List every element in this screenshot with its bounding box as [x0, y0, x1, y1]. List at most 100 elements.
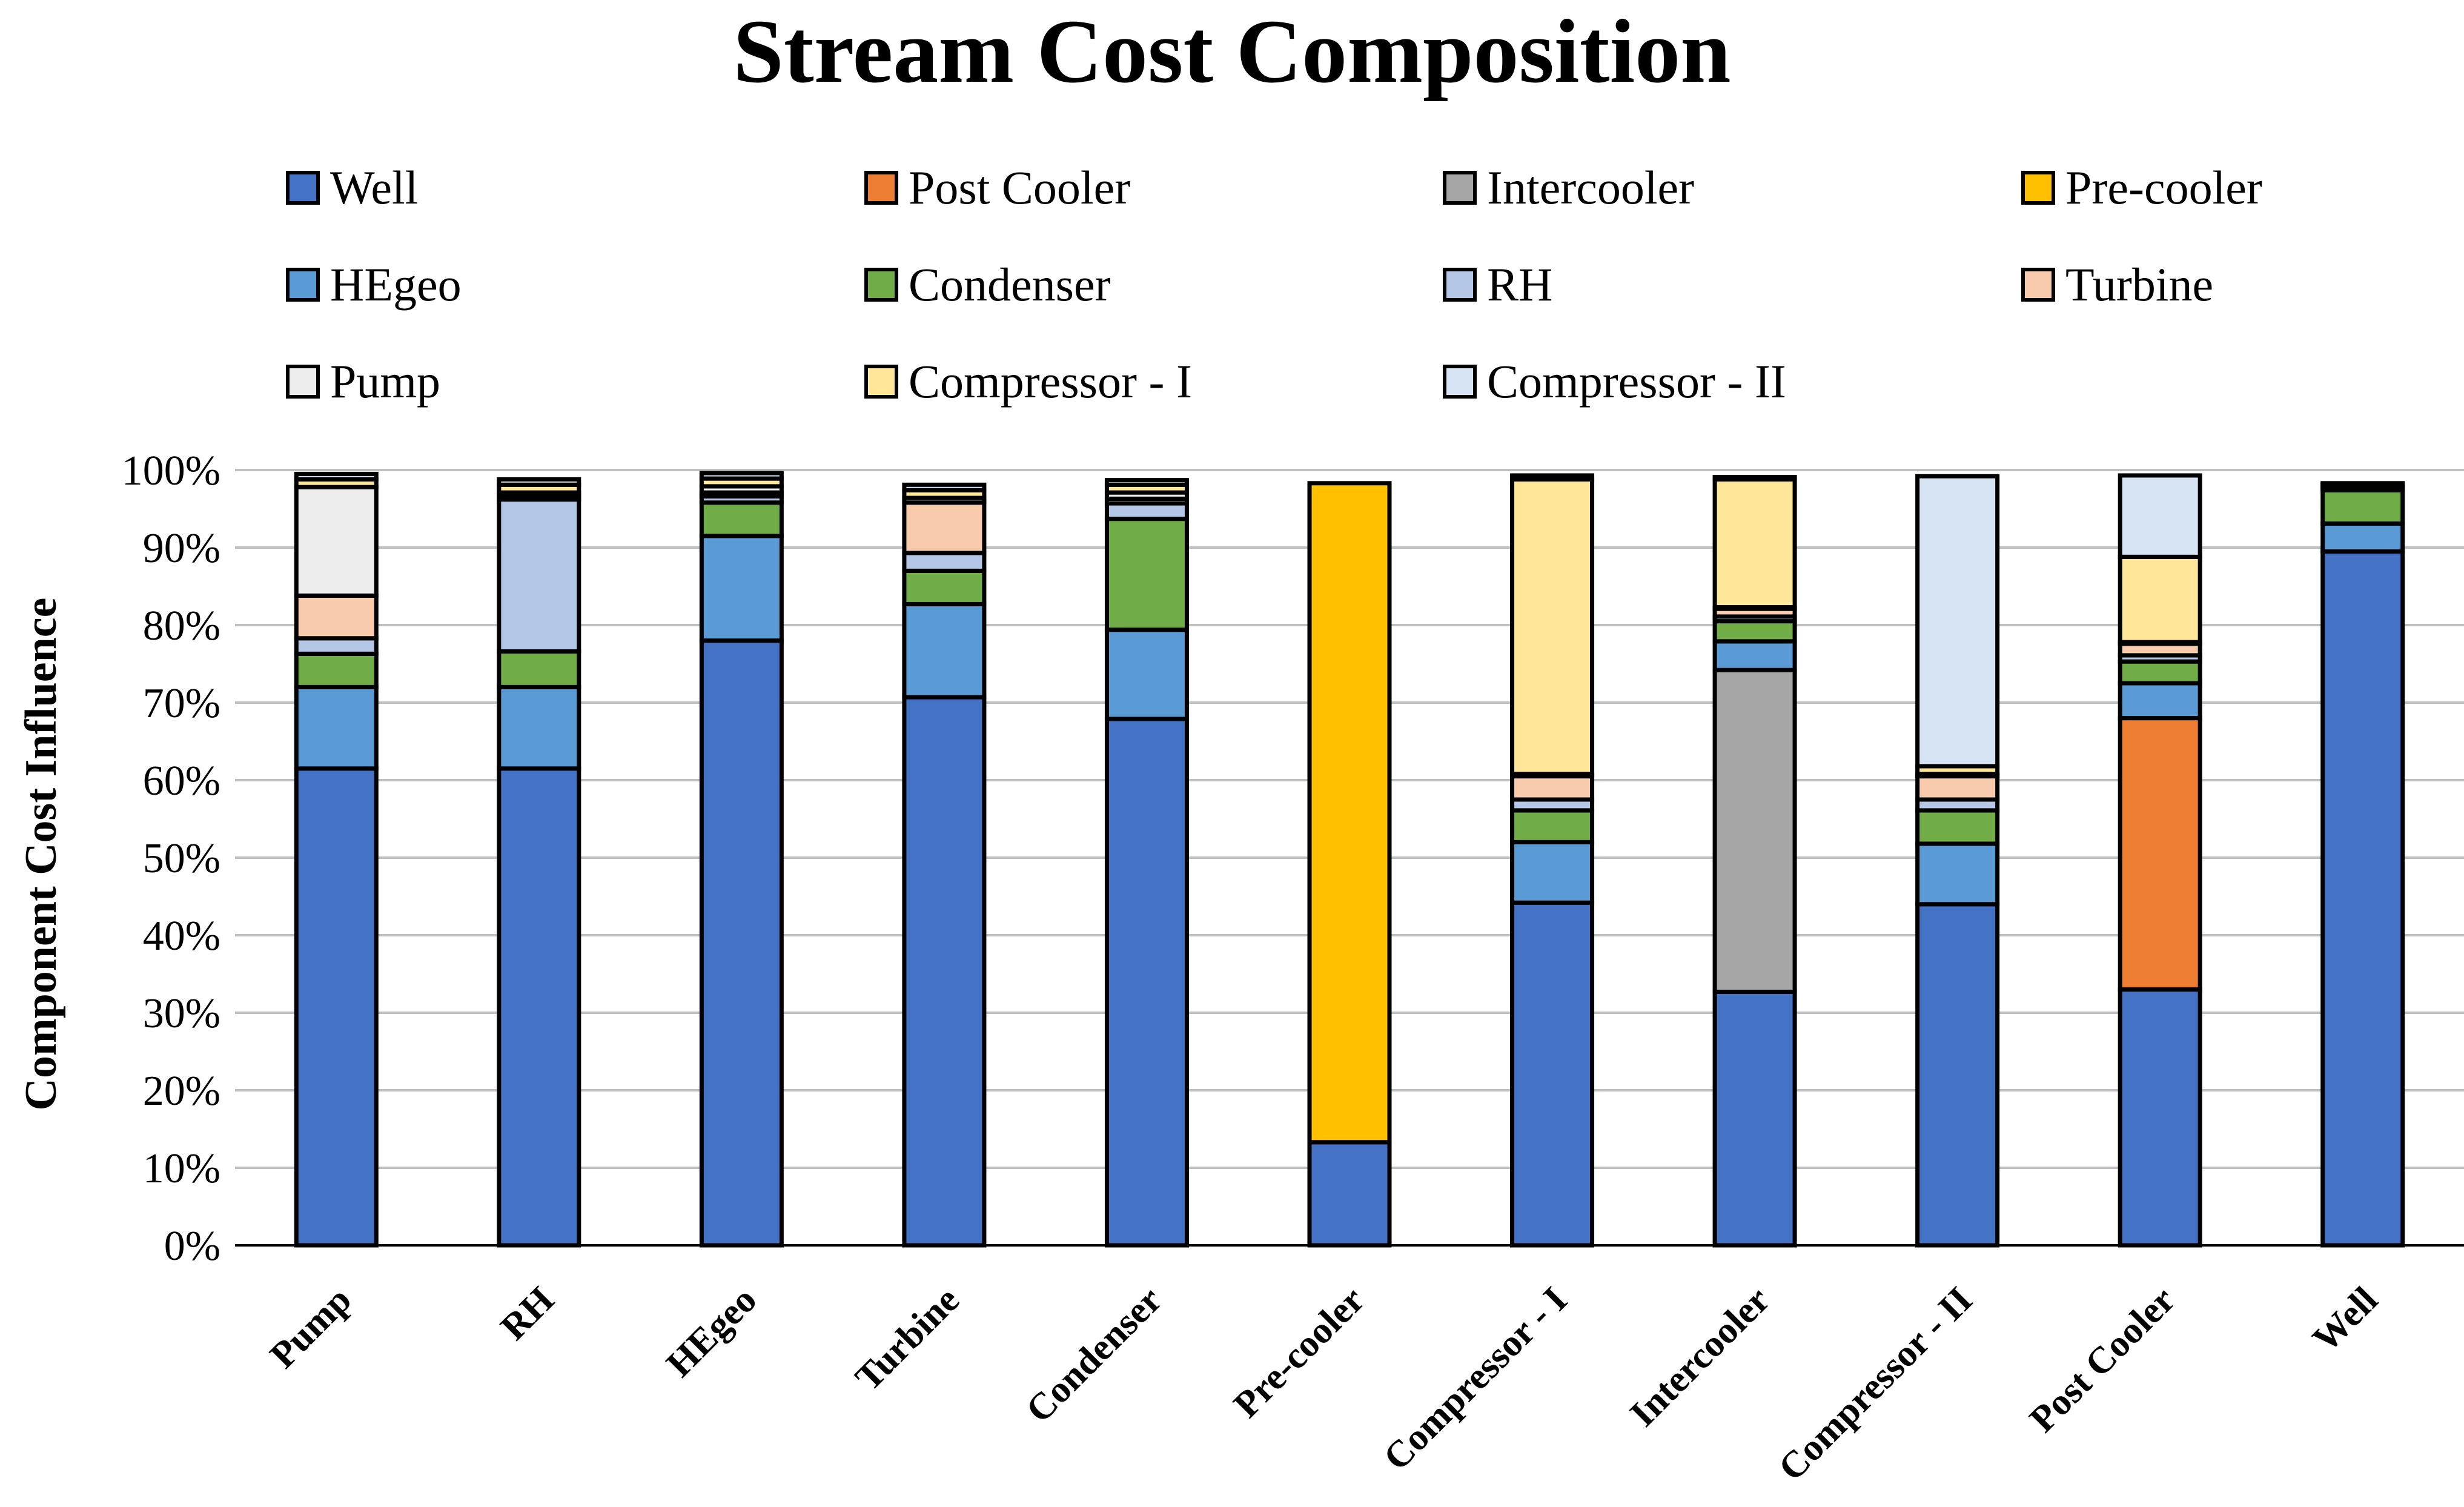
- x-tick-label: Compressor - I: [1376, 1279, 1575, 1479]
- legend-label-turbine: Turbine: [2065, 258, 2213, 311]
- bar-segment-condenser-compressor-ii: [1104, 478, 1189, 487]
- y-tick-label: 70%: [143, 680, 220, 727]
- x-tick-label: Condenser: [1018, 1279, 1170, 1431]
- legend-swatch-turbine: [2021, 268, 2055, 302]
- bar-segment-compressor-ii-condenser: [1915, 808, 2000, 846]
- legend-label-compressor-i: Compressor - I: [909, 355, 1192, 408]
- bar-segment-turbine-turbine: [902, 500, 987, 555]
- legend-swatch-pre-cooler: [2021, 171, 2055, 205]
- legend-swatch-pump: [286, 365, 320, 399]
- x-tick-label: Pre-cooler: [1226, 1279, 1373, 1426]
- bars: [294, 471, 2405, 1248]
- legend-swatch-rh: [1443, 268, 1477, 302]
- x-tick-label: RH: [493, 1279, 562, 1348]
- bar-segment-intercooler-compressor-i: [1712, 477, 1797, 610]
- bar-segment-post-cooler-condenser: [2118, 659, 2202, 686]
- legend-swatch-post-cooler: [864, 171, 898, 205]
- legend-swatch-condenser: [864, 268, 898, 302]
- bar-segment-turbine-hegeo: [902, 601, 987, 700]
- bar-segment-pump-condenser: [294, 651, 379, 689]
- x-tick-label: Compressor - II: [1770, 1279, 1980, 1489]
- bar-segment-pump-pump: [294, 485, 379, 598]
- x-tick-label: Pump: [262, 1279, 359, 1376]
- legend-swatch-well: [286, 171, 320, 205]
- legend-label-condenser: Condenser: [909, 258, 1111, 311]
- legend: Well Post Cooler Intercooler Pre-cooler HEge…: [286, 161, 2262, 408]
- bar-segment-rh-rh: [497, 497, 581, 654]
- bar-segment-turbine-rh: [902, 551, 987, 573]
- y-tick-label: 60%: [143, 758, 220, 804]
- bar-segment-pre-cooler-well: [1307, 1140, 1392, 1248]
- y-tick-label: 20%: [143, 1068, 220, 1115]
- bar-segment-rh-well: [497, 766, 581, 1248]
- legend-label-pump: Pump: [330, 355, 440, 408]
- bar-segment-rh-compressor-ii: [497, 477, 581, 487]
- bar-segment-pump-turbine: [294, 593, 379, 641]
- y-tick-label: 10%: [143, 1145, 220, 1192]
- bar-segment-turbine-condenser: [902, 568, 987, 606]
- bar-segment-well-condenser: [2320, 488, 2405, 526]
- bar-segment-condenser-hegeo: [1104, 628, 1189, 721]
- bar-segment-intercooler-well: [1712, 989, 1797, 1248]
- bar-segment-hegeo-compressor-ii: [699, 471, 784, 481]
- bar-segment-compressor-ii-well: [1915, 902, 2000, 1248]
- bar-segment-intercooler-intercooler: [1712, 667, 1797, 994]
- bar-segment-pump-hegeo: [294, 684, 379, 771]
- bar-segment-compressor-ii-turbine: [1915, 774, 2000, 802]
- bar-segment-intercooler-condenser: [1712, 619, 1797, 644]
- bar-segment-turbine-compressor-ii: [902, 482, 987, 492]
- bar-segment-well-well: [2320, 549, 2405, 1248]
- bar-segment-hegeo-hegeo: [699, 534, 784, 643]
- bar-segment-rh-condenser: [497, 649, 581, 689]
- bar-segment-condenser-rh: [1104, 501, 1189, 522]
- y-tick-label: 80%: [143, 603, 220, 649]
- legend-swatch-compressor-i: [864, 365, 898, 399]
- y-axis-label: Component Cost Influence: [16, 598, 66, 1111]
- bar-segment-hegeo-condenser: [699, 500, 784, 538]
- bar-segment-pre-cooler-pre-cooler: [1307, 481, 1392, 1145]
- bar-segment-post-cooler-post-cooler: [2118, 716, 2202, 992]
- bar-segment-compressor-i-turbine: [1510, 774, 1595, 802]
- legend-label-well: Well: [330, 161, 418, 214]
- bar-segment-post-cooler-well: [2118, 987, 2202, 1248]
- x-tick-label: Post Cooler: [2022, 1279, 2183, 1440]
- bar-segment-condenser-condenser: [1104, 517, 1189, 632]
- chart-title: Stream Cost Composition: [733, 1, 1730, 102]
- bar-segment-pump-compressor-ii: [294, 471, 379, 482]
- bar-segment-compressor-ii-compressor-ii: [1915, 474, 2000, 769]
- y-tick-label: 0%: [164, 1223, 220, 1270]
- x-tick-label: Turbine: [847, 1279, 967, 1399]
- legend-label-hegeo: HEgeo: [330, 258, 462, 311]
- bar-segment-well-hegeo: [2320, 521, 2405, 554]
- bar-segment-post-cooler-compressor-ii: [2118, 473, 2202, 559]
- bar-segment-condenser-well: [1104, 717, 1189, 1248]
- bar-segment-post-cooler-compressor-i: [2118, 554, 2202, 644]
- y-tick-label: 100%: [122, 448, 220, 494]
- bar-segment-turbine-well: [902, 695, 987, 1248]
- legend-label-rh: RH: [1487, 258, 1552, 311]
- x-tick-label: Well: [2305, 1279, 2385, 1360]
- bar-segment-pump-well: [294, 766, 379, 1248]
- bar-segment-intercooler-compressor-ii: [1712, 475, 1797, 482]
- bar-segment-compressor-i-compressor-ii: [1510, 473, 1595, 482]
- legend-swatch-hegeo: [286, 268, 320, 302]
- legend-label-intercooler: Intercooler: [1487, 161, 1694, 214]
- legend-swatch-compressor-ii: [1443, 365, 1477, 399]
- bar-segment-compressor-i-condenser: [1510, 808, 1595, 844]
- legend-label-post-cooler: Post Cooler: [909, 161, 1130, 214]
- y-axis-ticks: 0% 10% 20% 30% 40% 50% 60% 70% 80% 90% 100%: [122, 448, 220, 1270]
- bar-segment-intercooler-hegeo: [1712, 639, 1797, 672]
- bar-segment-compressor-ii-hegeo: [1915, 841, 2000, 907]
- bar-segment-post-cooler-hegeo: [2118, 681, 2202, 721]
- bar-segment-compressor-i-well: [1510, 900, 1595, 1248]
- x-axis-ticks: Pump RH HEgeo Turbine Condenser Pre-cooler Com…: [262, 1279, 2386, 1489]
- legend-swatch-intercooler: [1443, 171, 1477, 205]
- y-tick-label: 50%: [143, 835, 220, 882]
- legend-label-compressor-ii: Compressor - II: [1487, 355, 1786, 408]
- y-tick-label: 90%: [143, 525, 220, 572]
- bar-segment-well-compressor-ii: [2320, 481, 2405, 486]
- bar-segment-rh-hegeo: [497, 684, 581, 771]
- bar-segment-compressor-i-hegeo: [1510, 840, 1595, 905]
- y-tick-label: 30%: [143, 990, 220, 1037]
